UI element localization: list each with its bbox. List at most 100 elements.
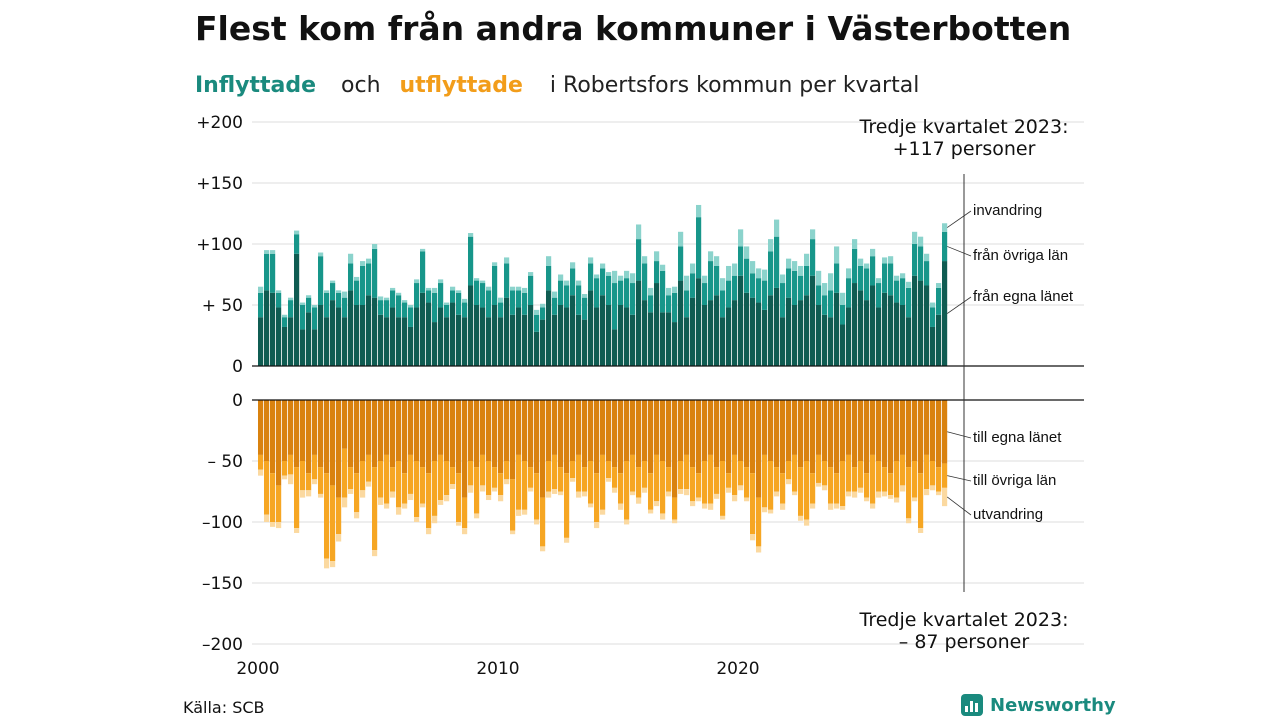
axes [252, 365, 1084, 401]
outflow-bar-segment [738, 485, 744, 491]
y-tick-label: +150 [196, 174, 243, 194]
newsworthy-logo: Newsworthy [961, 694, 1116, 716]
outflow-bar-segment [714, 467, 720, 494]
outflow-bar-segment [282, 400, 288, 461]
inflow-bar-segment [900, 278, 906, 305]
inflow-bar-segment [768, 295, 774, 366]
chart-subtitle: Inflyttade och utflyttade i Robertsfors … [195, 73, 919, 98]
outflow-bar-segment [810, 503, 816, 509]
outflow-bar-segment [684, 400, 690, 455]
outflow-bar-segment [270, 522, 276, 527]
inflow-bar-segment [888, 256, 894, 264]
inflow-bar-segment [624, 278, 630, 308]
inflow-bar-segment [606, 305, 612, 366]
outflow-bar-segment [702, 400, 708, 461]
outflow-bar-segment [432, 461, 438, 516]
inflow-bar-segment [540, 303, 546, 308]
outflow-bar-segment [348, 467, 354, 490]
inflow-bar-segment [498, 297, 504, 303]
outflow-bar-segment [468, 400, 474, 461]
inflow-bar-segment [378, 314, 384, 366]
outflow-bar-segment [594, 473, 600, 522]
outflow-bar-segment [318, 493, 324, 498]
outflow-bar-segment [564, 537, 570, 543]
outflow-bar-segment [468, 461, 474, 486]
inflow-bar-segment [342, 297, 348, 318]
outflow-bar-segment [480, 485, 486, 492]
outflow-bar-segment [768, 509, 774, 514]
inflow-bar-segment [912, 244, 918, 276]
outflow-bar-segment [900, 400, 906, 455]
inflow-bar-segment [552, 291, 558, 298]
inflow-bar-segment [390, 307, 396, 366]
outflow-bar-segment [462, 400, 468, 498]
inflow-bar-segment [564, 280, 570, 286]
inflow-bar-segment [498, 317, 504, 366]
subtitle-out-word: utflyttade [400, 73, 523, 98]
outflow-bar-segment [354, 400, 360, 474]
outflow-bar-segment [822, 461, 828, 486]
inflow-bar-segment [792, 261, 798, 271]
inflow-bar-segment [288, 317, 294, 366]
y-tick-label: +200 [196, 113, 243, 133]
outflow-bar-segment [822, 485, 828, 491]
outflow-bar-segment [756, 497, 762, 547]
inflow-bar-segment [600, 268, 606, 296]
outflow-bar-segment [726, 473, 732, 488]
top-annotation-line2: +117 personer [893, 138, 1036, 160]
inflow-bar-segment [900, 305, 906, 366]
inflow-bar-segment [714, 256, 720, 266]
leader-line [946, 496, 972, 516]
outflow-bar-segment [312, 479, 318, 485]
outflow-bar-segment [414, 400, 420, 461]
outflow-bar-segment [924, 400, 930, 455]
inflow-bar-segment [654, 283, 660, 366]
inflow-bar-segment [318, 252, 324, 257]
outflow-bar-segment [342, 497, 348, 508]
inflow-bar-segment [792, 270, 798, 305]
y-tick-label: –150 [202, 574, 243, 594]
outflow-bar-segment [402, 473, 408, 504]
inflow-bar-segment [726, 265, 732, 281]
inflow-bar-segment [726, 280, 732, 308]
outflow-bar-segment [672, 400, 678, 498]
outflow-bar-segment [588, 400, 594, 461]
inflow-bar-segment [870, 285, 876, 366]
outflow-bar-segment [594, 400, 600, 474]
inflow-bar-segment [348, 253, 354, 264]
inflow-bar-segment [270, 253, 276, 293]
inflow-bar-segment [510, 314, 516, 366]
outflow-bar-segment [294, 528, 300, 533]
bottom-annotation-line2: – 87 personer [899, 631, 1030, 653]
inflow-bar-segment [270, 292, 276, 366]
inflow-bar-segment [744, 246, 750, 259]
inflow-layer-label: invandring [973, 202, 1042, 219]
inflow-bar-segment [510, 290, 516, 315]
inflow-bar-segment [684, 275, 690, 291]
inflow-bar-segment [588, 290, 594, 366]
outflow-bar-segment [630, 491, 636, 496]
inflow-bar-segment [414, 307, 420, 366]
outflow-bar-segment [414, 517, 420, 522]
outflow-bar-segment [798, 515, 804, 521]
outflow-bar-segment [660, 461, 666, 514]
inflow-bar-segment [858, 258, 864, 266]
outflow-bar-segment [624, 519, 630, 525]
outflow-bar-segment [612, 400, 618, 468]
inflow-bar-segment [858, 290, 864, 366]
outflow-bar-segment [894, 400, 900, 461]
inflow-bar-segment [876, 283, 882, 308]
inflow-bar-segment [294, 234, 300, 254]
inflow-bar-segment [762, 269, 768, 281]
outflow-bar-segment [648, 509, 654, 514]
outflow-bar-segment [720, 515, 726, 520]
outflow-bar-segment [384, 400, 390, 455]
x-tick-label: 2010 [476, 659, 519, 679]
inflow-bar-segment [294, 253, 300, 366]
outflow-bar-segment [858, 487, 864, 493]
inflow-bar-segment [594, 307, 600, 366]
inflow-bar-segment [666, 295, 672, 313]
inflow-bar-segment [522, 287, 528, 293]
inflow-bar-segment [630, 314, 636, 366]
outflow-bar-segment [792, 400, 798, 455]
